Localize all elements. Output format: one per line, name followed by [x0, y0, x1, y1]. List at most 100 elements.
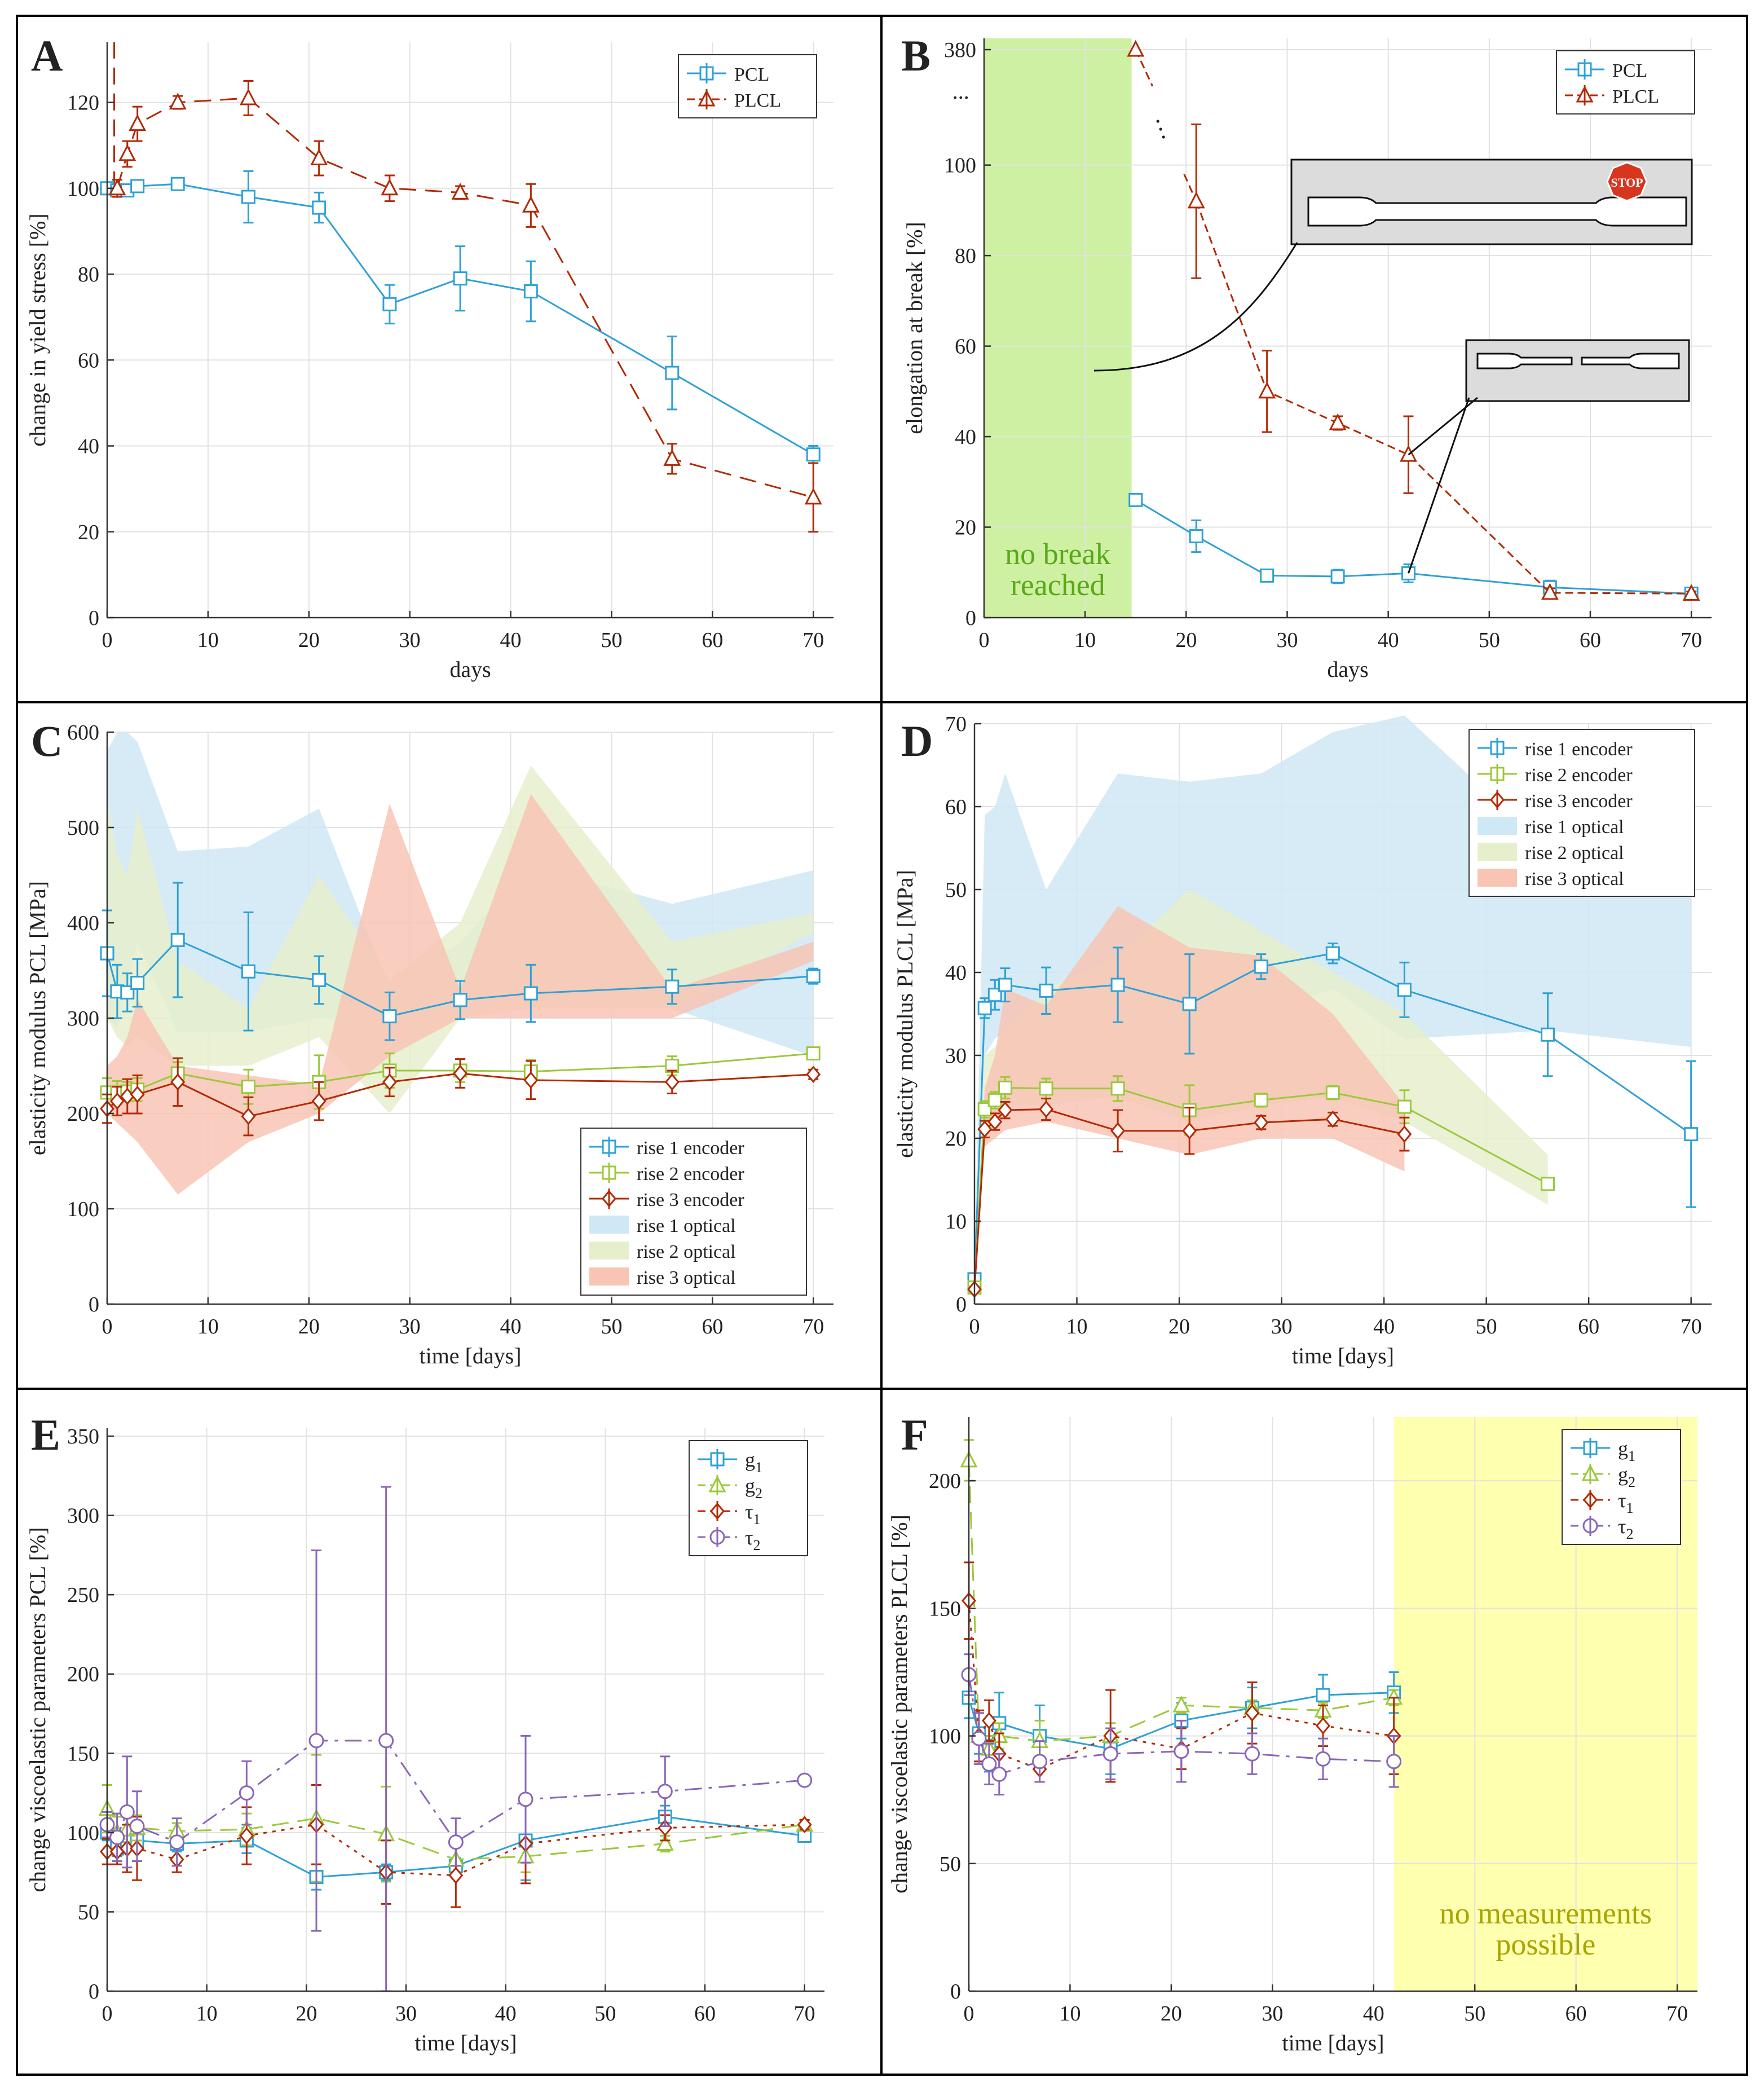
data-point	[1329, 413, 1347, 430]
connector-broken-b	[1408, 397, 1470, 574]
data-point	[1039, 983, 1053, 998]
legend-label: rise 3 optical	[1525, 869, 1624, 890]
legend-entry: PCL	[1565, 59, 1647, 81]
x-tick-label: 20	[298, 1315, 320, 1339]
panel-letter: C	[31, 716, 63, 765]
data-point	[998, 1080, 1012, 1095]
legend-entry: rise 3 encoder	[589, 1188, 744, 1210]
legend-entry: g1	[698, 1449, 762, 1476]
data-point	[1386, 1754, 1402, 1769]
x-tick-label: 50	[1464, 2002, 1485, 2026]
data-point	[1254, 1093, 1268, 1107]
data-point	[987, 1113, 1003, 1130]
data-point	[1245, 1704, 1260, 1722]
data-point	[1325, 946, 1340, 961]
data-point	[1110, 1122, 1126, 1140]
data-point	[804, 487, 822, 505]
data-point	[977, 1001, 992, 1015]
data-point	[987, 1093, 1002, 1107]
x-tick-label: 50	[601, 628, 622, 652]
legend-label-base: τ	[1618, 1489, 1626, 1512]
data-point	[1401, 566, 1415, 580]
x-tick-label: 20	[296, 2002, 317, 2026]
series-rise-1-encoder	[100, 882, 821, 1041]
x-axis-label: days	[449, 657, 491, 682]
data-point	[1182, 1122, 1197, 1140]
x-axis-label: time [days]	[1292, 1343, 1394, 1368]
data-point	[1316, 1688, 1330, 1702]
data-point	[170, 177, 185, 191]
data-point	[1541, 1177, 1555, 1191]
data-point	[448, 1867, 464, 1885]
legend-entry: rise 3 optical	[589, 1267, 736, 1288]
legend-label: g2	[1618, 1463, 1635, 1490]
panel-frame	[16, 15, 1748, 2076]
data-point	[981, 1712, 996, 1729]
band-label: no measurements	[1440, 1896, 1652, 1930]
y-tick-label: 200	[67, 1102, 99, 1126]
series-PLCL	[108, 80, 822, 533]
legend-label-base: τ	[1618, 1515, 1626, 1538]
data-point	[130, 975, 145, 990]
y-tick-label: 400	[67, 912, 99, 935]
y-tick-label: 10	[945, 1210, 967, 1234]
legend-entry: rise 2 optical	[1478, 843, 1624, 864]
data-point	[657, 1784, 673, 1799]
data-point	[382, 1073, 397, 1091]
legend: rise 1 encoder rise 2 encoder rise 3 encod…	[1468, 729, 1695, 897]
x-axis-label: time [days]	[414, 2030, 517, 2055]
legend-entry: rise 1 encoder	[1478, 738, 1633, 760]
data-point	[656, 1834, 674, 1851]
data-point	[311, 1092, 327, 1110]
y-tick-label: 300	[67, 1504, 99, 1528]
legend-label: rise 3 encoder	[1525, 791, 1633, 812]
data-point	[797, 1772, 813, 1788]
legend-label: g1	[745, 1449, 762, 1476]
data-point	[108, 178, 126, 196]
data-point	[1254, 1113, 1269, 1132]
data-point	[239, 1785, 254, 1801]
y-tick-label: 50	[78, 1900, 99, 1924]
y-tick-label: 40	[945, 961, 967, 985]
band-label: no break	[1005, 537, 1110, 571]
data-point	[118, 144, 136, 161]
y-tick-label: 100	[67, 1821, 99, 1845]
series-rise-1-encoder	[967, 943, 1699, 1287]
data-point	[453, 271, 468, 286]
x-tick-label: 60	[1565, 2002, 1587, 2026]
x-tick-label: 60	[702, 1315, 723, 1339]
legend-label-sub: 2	[753, 1537, 760, 1553]
y-tick-label: 0	[956, 1293, 967, 1317]
data-point	[312, 972, 327, 987]
x-tick-label: 40	[500, 628, 522, 652]
legend-box	[678, 54, 817, 118]
y-tick-label: 0	[89, 606, 99, 630]
data-point	[1127, 39, 1145, 57]
legend-label-base: τ	[745, 1526, 753, 1549]
x-tick-label: 30	[399, 1315, 421, 1339]
legend-entry: rise 1 optical	[589, 1216, 736, 1236]
legend-swatch	[1478, 869, 1517, 887]
panel-letter: F	[901, 1410, 928, 1459]
data-point	[806, 1066, 821, 1084]
series-line	[968, 1674, 1394, 1776]
data-point	[1174, 1744, 1189, 1759]
x-tick-label: 0	[102, 2002, 113, 2026]
x-tick-label: 40	[1363, 2002, 1384, 2026]
x-tick-label: 60	[694, 2002, 716, 2026]
x-tick-label: 40	[1373, 1315, 1395, 1339]
x-tick-label: 10	[1059, 2002, 1081, 2026]
data-point	[1684, 1127, 1699, 1142]
data-point	[1397, 1125, 1412, 1143]
data-point	[381, 178, 399, 196]
data-point	[665, 366, 680, 380]
legend-label: rise 3 optical	[637, 1267, 736, 1288]
data-point	[523, 1071, 539, 1089]
data-point	[1260, 568, 1275, 583]
data-point	[523, 986, 538, 1001]
data-point	[1182, 997, 1197, 1011]
legend-label: τ2	[745, 1526, 760, 1553]
data-point	[170, 1073, 186, 1091]
